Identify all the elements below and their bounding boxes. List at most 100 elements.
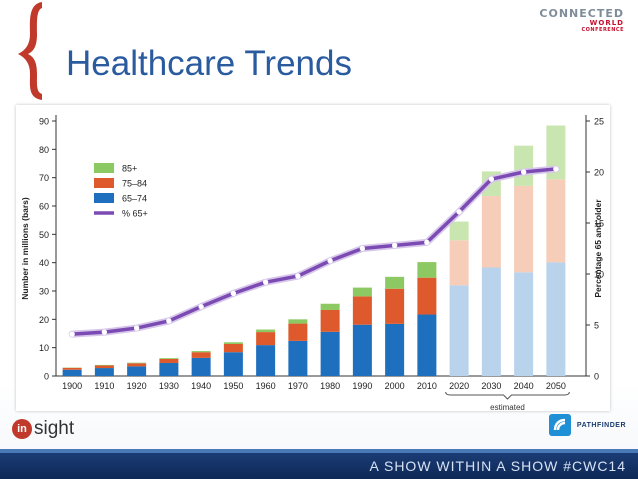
insight-logo: in sight	[12, 418, 74, 440]
bar-segment	[62, 369, 82, 376]
x-tick-label: 1920	[127, 381, 147, 391]
pathfinder-logo-text: PATHFINDER	[576, 421, 626, 429]
bar-segment	[94, 364, 114, 366]
bar-segment	[514, 272, 534, 376]
bar-segment	[127, 362, 147, 364]
pct-line-point	[488, 176, 495, 182]
slide-title: Healthcare Trends	[66, 44, 352, 83]
x-tick-label: 1930	[159, 381, 179, 391]
y-left-tick-label: 60	[39, 202, 49, 212]
bar-segment	[191, 357, 211, 376]
bar-segment	[159, 362, 179, 376]
y-left-tick-label: 10	[39, 343, 49, 353]
bar-segment	[449, 285, 469, 376]
logo-line-2: WORLD	[589, 19, 624, 27]
x-tick-label: 2010	[417, 381, 437, 391]
bar-segment	[159, 359, 179, 363]
x-tick-label: 2040	[514, 381, 534, 391]
pathfinder-logo: PATHFINDER	[548, 414, 626, 436]
bar-segment	[320, 309, 340, 332]
bar-segment	[288, 340, 308, 376]
x-tick-label: 1910	[94, 381, 114, 391]
pct-line-point	[262, 279, 269, 285]
bar-segment	[417, 314, 437, 376]
y-right-tick-label: 5	[594, 321, 599, 331]
y-axis-right-title: Percentage 65 and older	[593, 199, 603, 298]
bar-segment	[223, 352, 243, 376]
pct-line-point	[166, 318, 172, 324]
y-axis-left-title: Number in millions (bars)	[20, 197, 30, 300]
x-tick-label: 1940	[191, 381, 211, 391]
connected-world-logo: CONNECTED WORLD CONFERENCE	[539, 7, 624, 33]
bar-segment	[481, 267, 501, 376]
legend-label: 65–74	[122, 194, 147, 204]
y-left-tick-label: 30	[39, 287, 49, 297]
y-left-tick-label: 0	[44, 372, 49, 382]
y-left-tick-label: 70	[39, 173, 49, 183]
pct-line-point	[424, 239, 430, 246]
bar-segment	[449, 240, 469, 286]
y-right-tick-label: 10	[594, 270, 604, 280]
bar-segment	[546, 179, 566, 263]
logo-line-1: CONNECTED	[539, 7, 624, 20]
bar-segment	[94, 365, 114, 369]
pct-line-point	[295, 273, 301, 279]
insight-badge-icon: in	[12, 419, 32, 439]
bar-segment	[223, 342, 243, 344]
pct-line	[70, 167, 558, 336]
x-tick-label: 2050	[546, 381, 566, 391]
x-tick-label: 1900	[62, 381, 82, 391]
pct-line-point	[327, 258, 333, 264]
pct-line-point	[391, 242, 398, 249]
bar-segment	[352, 287, 372, 297]
bar-segment	[417, 277, 437, 315]
pct-line-point	[456, 209, 462, 215]
x-tick-label: 2020	[449, 381, 469, 391]
bar-segment	[256, 332, 276, 346]
bar-segment	[127, 366, 147, 376]
legend-swatch	[94, 163, 114, 173]
bar-segment	[481, 196, 501, 268]
y-left-tick-label: 80	[39, 145, 49, 155]
brace-decoration	[18, 2, 42, 100]
bar-segment	[352, 324, 372, 376]
pct-line-point	[359, 245, 366, 252]
legend-swatch	[94, 193, 114, 203]
y-right-tick-label: 20	[594, 168, 604, 178]
bar-segment	[223, 343, 243, 353]
bar-segment	[62, 367, 82, 370]
bar-segment	[256, 345, 276, 376]
bar-segment	[320, 303, 340, 310]
bar-segment	[385, 288, 405, 324]
x-tick-label: 1970	[288, 381, 308, 391]
bar-segment	[288, 323, 308, 341]
logo-line-3: CONFERENCE	[581, 27, 624, 33]
chart-panel: 0 10 20 30 40 50 60 70 80 90 0 5 10 15 20 25 Number in m…	[16, 105, 610, 411]
x-tick-label: 2030	[481, 381, 501, 391]
bar-segment	[449, 221, 469, 241]
x-tick-label: 1980	[320, 381, 340, 391]
pct-line-point	[69, 331, 75, 337]
legend-swatch	[94, 178, 114, 188]
bar-segment	[546, 262, 566, 376]
y-right-tick-label: 0	[594, 372, 599, 382]
bar-segment	[385, 323, 405, 376]
footer-stripe	[0, 449, 638, 453]
pct-line-point	[230, 290, 237, 297]
bar-segment	[514, 185, 534, 273]
bar-segment	[320, 331, 340, 376]
pct-line-point	[198, 303, 204, 310]
y-left-tick-label: 90	[39, 117, 49, 127]
x-tick-label: 1950	[223, 381, 243, 391]
y-left-tick-label: 20	[39, 315, 49, 325]
bar-segment	[385, 276, 405, 289]
bar-segment	[514, 145, 534, 186]
pct-line-point	[101, 329, 108, 335]
bar-segment	[191, 352, 211, 358]
bar-segment	[288, 319, 308, 324]
bar-segment	[94, 368, 114, 376]
x-tick-label: 1990	[352, 381, 372, 391]
bar-segment	[256, 329, 276, 333]
bar-segment	[191, 351, 211, 353]
